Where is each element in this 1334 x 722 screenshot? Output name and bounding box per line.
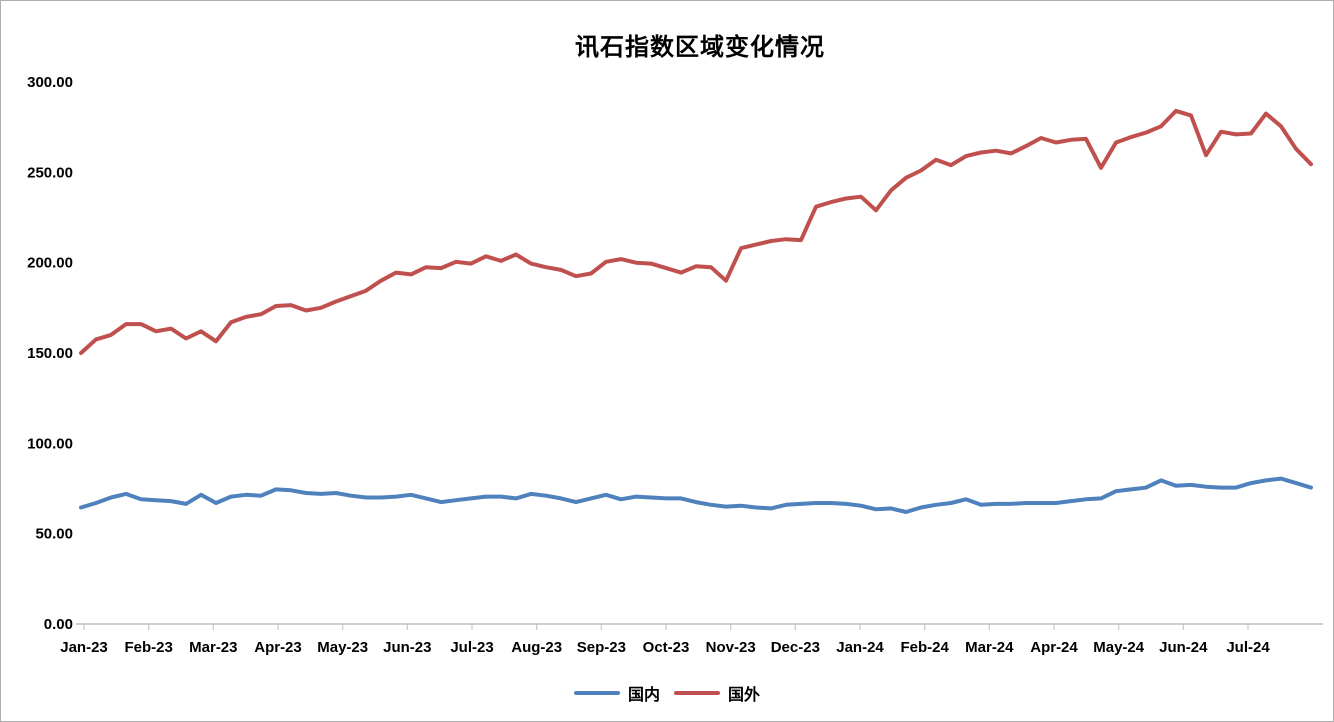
- y-tick-label: 200.00: [27, 255, 73, 272]
- legend-label-foreign: 国外: [728, 687, 761, 704]
- y-tick-label: 250.00: [27, 164, 73, 181]
- x-tick-label: Sep-23: [577, 639, 626, 656]
- y-tick-label: 300.00: [27, 74, 73, 91]
- chart-title: 讯石指数区域变化情况: [575, 34, 825, 61]
- x-tick-label: Mar-24: [965, 639, 1014, 656]
- x-tick-label: May-23: [317, 639, 368, 656]
- x-tick-label: Jul-23: [450, 639, 493, 656]
- x-tick-label: Feb-24: [900, 639, 949, 656]
- legend-item-foreign[interactable]: 国外: [674, 681, 760, 705]
- legend-line-foreign-icon: [674, 691, 720, 695]
- x-tick-label: Jun-23: [383, 639, 431, 656]
- y-tick-label: 100.00: [27, 435, 73, 452]
- y-tick-label: 0.00: [44, 616, 73, 633]
- legend-line-domestic-icon: [573, 691, 620, 695]
- x-tick-label: Oct-23: [643, 639, 690, 656]
- y-tick-label: 50.00: [35, 526, 73, 543]
- x-tick-label: Jun-24: [1159, 639, 1208, 656]
- x-tick-label: Aug-23: [511, 639, 562, 656]
- legend: 国内 国外: [1, 681, 1333, 705]
- x-tick-label: Apr-24: [1030, 639, 1078, 656]
- x-tick-label: Jan-23: [60, 639, 108, 656]
- legend-label-domestic: 国内: [627, 687, 660, 704]
- legend-item-domestic[interactable]: 国内: [573, 681, 660, 705]
- x-tick-label: Jan-24: [836, 639, 884, 656]
- series-line-foreign[interactable]: [79, 108, 1313, 355]
- x-tick-label: Mar-23: [189, 639, 237, 656]
- y-tick-label: 150.00: [27, 345, 73, 362]
- x-tick-label: Apr-23: [254, 639, 302, 656]
- series-line-domestic[interactable]: [79, 476, 1313, 514]
- x-tick-label: Dec-23: [771, 639, 820, 656]
- x-tick-label: May-24: [1093, 639, 1145, 656]
- x-tick-label: Feb-23: [124, 639, 172, 656]
- x-tick-label: Jul-24: [1226, 639, 1270, 656]
- x-tick-label: Nov-23: [706, 639, 756, 656]
